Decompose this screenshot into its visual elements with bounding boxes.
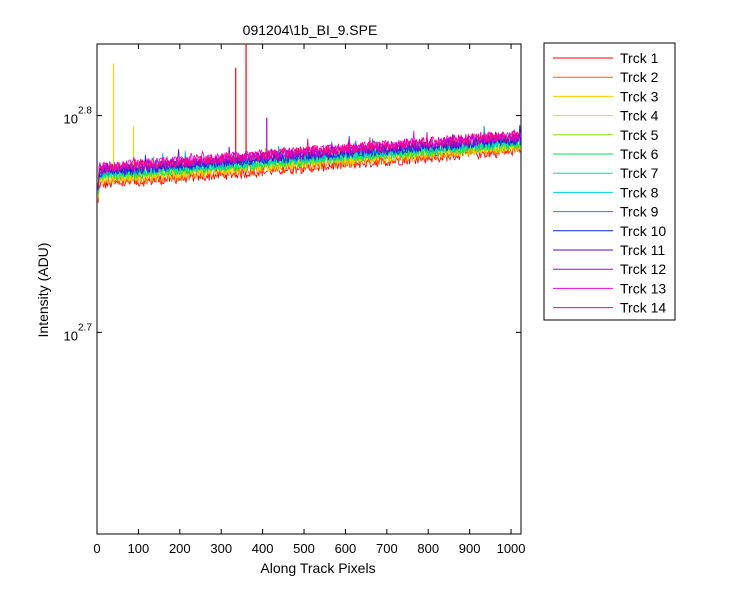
x-tick-label: 1000	[497, 541, 526, 556]
x-tick-label: 400	[252, 541, 274, 556]
x-axis-label: Along Track Pixels	[260, 560, 375, 576]
y-tick-label: 102.7	[64, 322, 93, 343]
x-tick-label: 700	[376, 541, 398, 556]
x-tick-label: 200	[169, 541, 191, 556]
y-tick-base: 10	[64, 112, 78, 127]
plot-frame	[96, 43, 522, 535]
legend-label: Trck 10	[620, 223, 666, 239]
y-tick-label: 102.8	[64, 106, 93, 127]
legend-label: Trck 6	[620, 146, 659, 162]
x-tick-label: 100	[128, 541, 150, 556]
legend-label: Trck 1	[620, 50, 659, 66]
legend-label: Trck 9	[620, 204, 659, 220]
legend: Trck 1 Trck 2 Trck 3 Trck 4 Trck 5 Trck 6 Trck…	[543, 42, 676, 321]
legend-items: Trck 1 Trck 2 Trck 3 Trck 4 Trck 5 Trck 6 Trck…	[553, 50, 666, 316]
y-axis-label: Intensity (ADU)	[35, 243, 51, 338]
plot-area	[96, 43, 522, 535]
legend-label: Trck 4	[620, 108, 659, 124]
series-line-9	[97, 125, 521, 190]
x-tick-label: 0	[93, 541, 100, 556]
legend-label: Trck 12	[620, 261, 666, 277]
x-tick-label: 900	[459, 541, 481, 556]
x-tick-label: 600	[335, 541, 357, 556]
chart-title: 091204\1b_BI_9.SPE	[243, 22, 378, 38]
legend-label: Trck 11	[620, 242, 665, 258]
legend-label: Trck 2	[620, 69, 659, 85]
series-layer	[97, 44, 521, 203]
x-tick-label: 300	[210, 541, 232, 556]
legend-label: Trck 14	[620, 300, 666, 316]
y-tick-exponent: 2.8	[78, 106, 92, 117]
legend-label: Trck 3	[620, 88, 659, 104]
series-line-14	[97, 130, 521, 186]
x-axis: 0 100 200 300 400 500 600 700 800 900 1000	[93, 44, 526, 556]
legend-box	[543, 42, 676, 321]
legend-label: Trck 7	[620, 165, 659, 181]
y-tick-exponent: 2.7	[78, 322, 92, 333]
x-tick-label: 800	[417, 541, 439, 556]
y-tick-base: 10	[64, 328, 78, 343]
x-tick-label: 500	[293, 541, 315, 556]
legend-label: Trck 8	[620, 184, 659, 200]
legend-label: Trck 13	[620, 280, 666, 296]
legend-label: Trck 5	[620, 127, 659, 143]
